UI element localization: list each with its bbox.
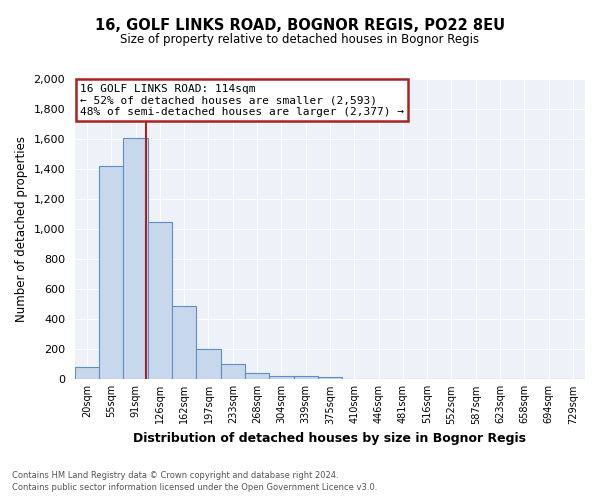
- Bar: [245, 372, 269, 380]
- Bar: [99, 166, 124, 380]
- Bar: [318, 377, 342, 380]
- Bar: [75, 366, 99, 380]
- Bar: [172, 306, 196, 380]
- Bar: [196, 350, 221, 380]
- Bar: [124, 138, 148, 380]
- Text: Contains HM Land Registry data © Crown copyright and database right 2024.: Contains HM Land Registry data © Crown c…: [12, 471, 338, 480]
- Text: 16, GOLF LINKS ROAD, BOGNOR REGIS, PO22 8EU: 16, GOLF LINKS ROAD, BOGNOR REGIS, PO22 …: [95, 18, 505, 32]
- Bar: [269, 376, 293, 380]
- Text: Size of property relative to detached houses in Bognor Regis: Size of property relative to detached ho…: [121, 32, 479, 46]
- Bar: [221, 364, 245, 380]
- Bar: [293, 376, 318, 380]
- Y-axis label: Number of detached properties: Number of detached properties: [15, 136, 28, 322]
- Bar: [148, 222, 172, 380]
- X-axis label: Distribution of detached houses by size in Bognor Regis: Distribution of detached houses by size …: [133, 432, 526, 445]
- Text: 16 GOLF LINKS ROAD: 114sqm
← 52% of detached houses are smaller (2,593)
48% of s: 16 GOLF LINKS ROAD: 114sqm ← 52% of deta…: [80, 84, 404, 116]
- Text: Contains public sector information licensed under the Open Government Licence v3: Contains public sector information licen…: [12, 484, 377, 492]
